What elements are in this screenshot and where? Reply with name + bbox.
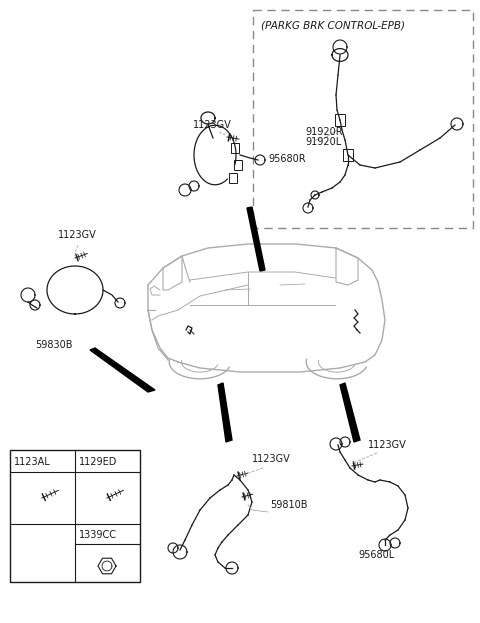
Text: 1129ED: 1129ED	[79, 457, 118, 467]
Text: 1123GV: 1123GV	[193, 120, 232, 130]
Text: 91920L: 91920L	[305, 137, 341, 147]
Polygon shape	[247, 207, 265, 271]
Polygon shape	[340, 383, 360, 442]
Text: 59810B: 59810B	[270, 500, 308, 510]
Text: 1339CC: 1339CC	[79, 530, 117, 540]
Polygon shape	[90, 348, 155, 392]
Bar	[335, 114, 345, 126]
Bar	[229, 173, 237, 183]
Polygon shape	[218, 383, 232, 442]
Text: 59830B: 59830B	[35, 340, 72, 350]
Bar	[343, 149, 353, 161]
Text: 91920R: 91920R	[305, 127, 343, 137]
Text: 1123AL: 1123AL	[14, 457, 51, 467]
Text: 1123GV: 1123GV	[58, 230, 97, 240]
Bar	[234, 160, 242, 170]
Text: 1123GV: 1123GV	[368, 440, 407, 450]
Text: 95680R: 95680R	[268, 154, 306, 164]
Bar	[231, 143, 239, 153]
Text: 95680L: 95680L	[358, 550, 394, 560]
Text: (PARKG BRK CONTROL-EPB): (PARKG BRK CONTROL-EPB)	[261, 20, 405, 30]
Bar	[10, 450, 140, 582]
Text: 1123GV: 1123GV	[252, 454, 291, 464]
